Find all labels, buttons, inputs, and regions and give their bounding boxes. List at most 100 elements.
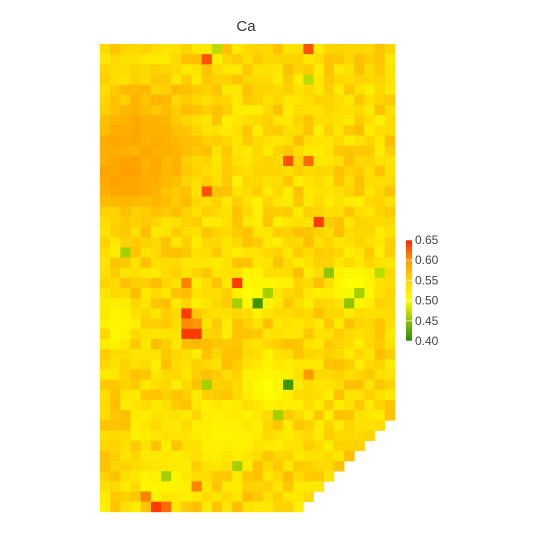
heatmap-cell: [333, 84, 345, 96]
heatmap-cell: [242, 125, 253, 136]
heatmap-cell: [211, 64, 223, 75]
heatmap-cell: [130, 257, 142, 269]
heatmap-cell: [191, 338, 203, 350]
heatmap-cell: [242, 471, 253, 482]
heatmap-cell: [293, 460, 304, 472]
heatmap-cell: [181, 369, 192, 380]
heatmap-cell: [354, 440, 365, 452]
heatmap-cell: [130, 54, 142, 65]
heatmap-cell: [161, 155, 172, 167]
heatmap-cell: [191, 196, 203, 208]
heatmap-cell: [344, 94, 355, 106]
heatmap-cell: [222, 206, 233, 218]
heatmap-cell: [344, 308, 355, 319]
heatmap-cell: [161, 379, 172, 391]
heatmap-cell: [181, 105, 192, 116]
heatmap-cell: [333, 399, 345, 411]
heatmap-cell: [181, 298, 192, 309]
heatmap-cell: [222, 298, 233, 309]
heatmap-cell: [211, 481, 223, 492]
heatmap-cell: [150, 237, 162, 248]
heatmap-cell: [100, 471, 111, 482]
heatmap-cell: [364, 420, 375, 431]
heatmap-cell: [323, 145, 335, 157]
heatmap-cell: [130, 186, 142, 197]
heatmap-cell: [140, 440, 152, 452]
heatmap-cell: [344, 338, 355, 350]
heatmap-cell: [201, 105, 213, 116]
heatmap-cell: [333, 288, 345, 299]
heatmap-cell: [283, 94, 294, 106]
heatmap-cell: [293, 308, 304, 319]
heatmap-cell: [201, 298, 213, 309]
heatmap-cell: [191, 267, 203, 279]
heatmap-cell: [242, 288, 253, 299]
heatmap-cell: [201, 227, 213, 238]
heatmap-cell: [150, 166, 162, 177]
heatmap-cell: [374, 389, 386, 401]
heatmap-cell: [171, 94, 182, 106]
heatmap-cell: [201, 74, 213, 86]
heatmap-cell: [333, 176, 345, 187]
heatmap-cell: [222, 227, 233, 238]
heatmap-cell: [252, 369, 264, 380]
heatmap-cell: [161, 105, 172, 116]
heatmap-cell: [272, 125, 284, 136]
heatmap-cell: [242, 115, 253, 126]
heatmap-cell: [232, 216, 243, 228]
heatmap-cell: [232, 298, 243, 309]
heatmap-cell: [283, 64, 294, 75]
heatmap-cell: [364, 257, 375, 269]
heatmap-cell: [191, 389, 203, 401]
heatmap-cell: [354, 196, 365, 208]
heatmap-cell: [201, 64, 213, 75]
heatmap-cell: [252, 420, 264, 431]
heatmap-cell: [262, 298, 274, 309]
heatmap-cell: [344, 145, 355, 157]
heatmap-cell: [191, 145, 203, 157]
heatmap-cell: [191, 501, 203, 513]
heatmap-cell: [140, 186, 152, 197]
heatmap-cell: [100, 94, 111, 106]
heatmap-cell: [110, 247, 121, 258]
heatmap-cell: [374, 216, 386, 228]
heatmap-cell: [293, 257, 304, 269]
heatmap-cell: [374, 145, 386, 157]
heatmap-cell: [313, 399, 325, 411]
heatmap-cell: [364, 54, 375, 65]
heatmap-cell: [303, 338, 314, 350]
heatmap-cell: [262, 389, 274, 401]
heatmap-cell: [130, 196, 142, 208]
heatmap-cell: [232, 460, 243, 472]
heatmap-cell: [100, 44, 111, 55]
heatmap-cell: [222, 338, 233, 350]
heatmap-cell: [201, 318, 213, 330]
heatmap-cell: [181, 277, 192, 289]
heatmap-cell: [150, 277, 162, 289]
heatmap-cell: [140, 277, 152, 289]
heatmap-cell: [211, 216, 223, 228]
heatmap-cell: [242, 166, 253, 177]
heatmap-cell: [181, 176, 192, 187]
heatmap-cell: [242, 227, 253, 238]
heatmap-cell: [211, 115, 223, 126]
heatmap-cell: [171, 216, 182, 228]
heatmap-cell: [222, 460, 233, 472]
heatmap-cell: [181, 54, 192, 65]
heatmap-cell: [262, 155, 274, 167]
heatmap-cell: [323, 155, 335, 167]
heatmap-cell: [303, 105, 314, 116]
heatmap-cell: [110, 105, 121, 116]
heatmap-cell: [222, 94, 233, 106]
heatmap-cell: [384, 237, 396, 248]
heatmap-cell: [161, 369, 172, 380]
heatmap-cell: [232, 166, 243, 177]
heatmap-cell: [252, 481, 264, 492]
heatmap-cell: [130, 430, 142, 441]
heatmap-cell: [171, 308, 182, 319]
heatmap-cell: [384, 349, 396, 360]
heatmap-cell: [303, 84, 314, 96]
heatmap-cell: [283, 328, 294, 340]
heatmap-cell: [201, 379, 213, 391]
heatmap-cell: [130, 450, 142, 462]
